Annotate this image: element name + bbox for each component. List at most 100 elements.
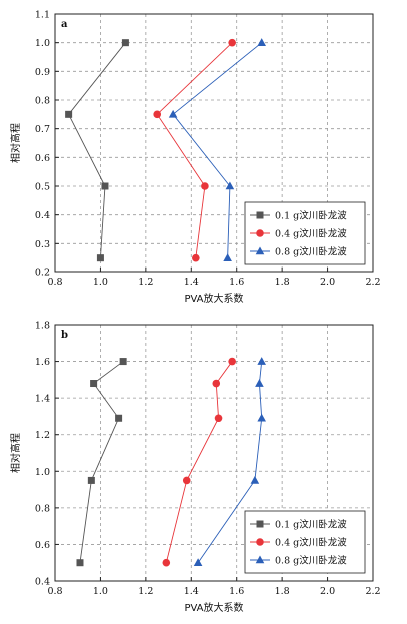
x-tick-label: 1.2 [138,277,153,288]
y-tick-label: 0.8 [35,96,50,107]
data-point [201,182,209,190]
series-line [165,361,233,563]
x-tick-label: 1.0 [93,586,108,597]
legend-item: 0.1 g汶川卧龙波 [250,519,347,531]
data-point [225,181,235,190]
chart-panel-b: 0.8 1.0 1.2 1.4 1.6 1.8 2.0 2.2 0.4 0.6 0.8 1.0 1.2 1… [9,321,381,615]
data-point [212,379,221,388]
legend-label: 0.4 g汶川卧龙波 [275,228,347,240]
plot-frame [54,13,374,273]
legend: 0.1 g汶川卧龙波 0.4 g汶川卧龙波 0.8 g汶川卧龙波 [244,510,366,574]
legend-item: 0.4 g汶川卧龙波 [250,537,347,549]
x-tick-label: 1.6 [229,586,244,597]
legend-marker [256,538,264,546]
data-point [223,253,232,261]
y-tick-label: 0.6 [35,153,50,164]
x-axis-label: PVA放大系数 [184,292,243,305]
data-point [228,38,236,47]
y-axis-label: 相对高程 [9,433,22,473]
y-tick-label: 1.4 [35,394,50,405]
y-tick-label: 0.4 [35,577,50,588]
y-tick-label: 1.0 [35,38,50,49]
data-point [87,476,95,484]
panel-label: a [61,19,68,30]
y-tick-label: 0.5 [35,182,50,193]
data-point [182,476,191,485]
y-tick-label: 1.0 [35,467,50,478]
y-tick-label: 1.2 [35,430,50,441]
series-1 [76,358,127,567]
data-point [90,380,98,388]
y-tick-label: 1.6 [35,357,50,368]
data-point [101,182,109,190]
legend: 0.1 g汶川卧龙波 0.4 g汶川卧龙波 0.8 g汶川卧龙波 [244,201,366,265]
x-tick-label: 1.8 [275,277,290,288]
panel-label: b [61,330,68,341]
data-point [228,357,236,366]
series-1 [65,39,129,262]
legend-label: 0.1 g汶川卧龙波 [275,519,347,531]
data-point [257,413,266,422]
data-point [193,558,203,567]
x-tick-label: 1.8 [275,586,290,597]
data-point [257,38,266,46]
legend-label: 0.8 g汶川卧龙波 [275,246,347,258]
series-line [79,361,124,563]
data-point [119,358,127,366]
y-tick-label: 0.4 [35,210,50,221]
data-point [121,39,129,47]
data-point [250,475,260,484]
x-tick-label: 2.0 [320,277,335,288]
y-tick-label: 1.8 [35,321,50,332]
legend-item: 0.1 g汶川卧龙波 [250,210,347,222]
data-point [76,559,84,567]
x-axis-label: PVA放大系数 [184,601,243,614]
legend-marker [255,555,265,564]
data-point [96,254,104,262]
y-tick-label: 0.2 [35,268,50,279]
x-tick-label: 2.0 [320,586,335,597]
y-tick-label: 0.3 [35,239,50,250]
x-tick-label: 1.4 [184,586,199,597]
x-tick-label: 2.2 [365,586,380,597]
legend-label: 0.1 g汶川卧龙波 [275,210,347,222]
data-point [65,110,73,118]
legend-item: 0.4 g汶川卧龙波 [250,228,347,240]
x-tick-label: 1.6 [229,277,244,288]
x-tick-label: 1.2 [138,586,153,597]
legend-marker [256,520,264,528]
series-3 [168,38,266,261]
legend-item: 0.8 g汶川卧龙波 [250,246,347,258]
x-tick-label: 2.2 [365,277,380,288]
x-tick-label: 0.8 [47,277,62,288]
series-2 [162,357,236,567]
x-tick-label: 1.4 [184,277,199,288]
y-tick-label: 0.7 [35,124,50,135]
x-tick-label: 0.8 [47,586,62,597]
axis-ticks: 0.8 1.0 1.2 1.4 1.6 1.8 2.0 2.2 0.2 0.3 0.4 0.5 0.6 0… [35,10,381,289]
y-axis-label: 相对高程 [9,123,22,163]
series-line [172,42,262,258]
legend-marker [256,211,264,219]
data-point [257,357,266,365]
y-tick-label: 0.9 [35,67,50,78]
data-point [115,414,123,422]
y-tick-label: 0.6 [35,540,50,551]
series-2 [153,38,236,262]
legend-label: 0.4 g汶川卧龙波 [275,537,347,549]
legend-item: 0.8 g汶川卧龙波 [250,555,347,567]
x-tick-label: 1.0 [93,277,108,288]
data-point [168,109,178,118]
data-point [255,379,264,387]
data-point [162,558,171,567]
data-point [153,110,162,119]
series-3 [193,357,266,567]
legend-marker [255,246,265,255]
data-point [214,414,223,423]
legend-label: 0.8 g汶川卧龙波 [275,555,347,567]
y-tick-label: 0.8 [35,503,50,514]
data-point [192,253,200,262]
axis-ticks: 0.8 1.0 1.2 1.4 1.6 1.8 2.0 2.2 0.4 0.6 0.8 1.0 1.2 1… [35,321,381,598]
plot-frame [54,324,374,582]
